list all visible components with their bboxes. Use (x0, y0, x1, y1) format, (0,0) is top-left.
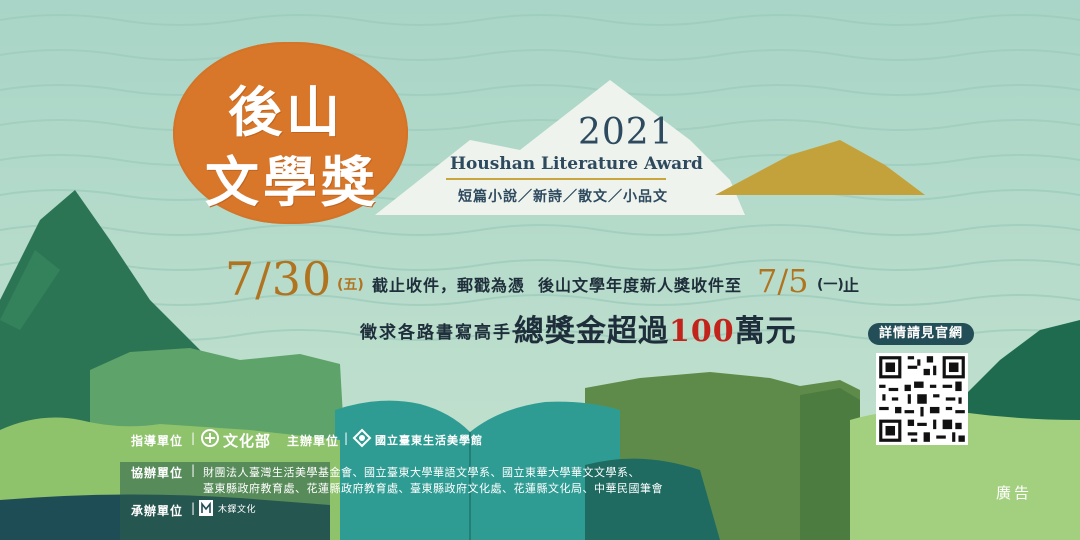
guide-separator: | (191, 431, 196, 445)
prize-unit: 萬元 (734, 314, 797, 349)
logo-badge (173, 42, 408, 224)
logo-title-line1: 後山 (228, 80, 344, 144)
advertisement-label: 廣告 (996, 484, 1033, 502)
executor-label: 承辦單位 (131, 504, 184, 518)
co-organizer-label: 協辦單位 (131, 466, 184, 480)
host-label: 主辦單位 (287, 434, 340, 448)
qr-code-icon (876, 353, 968, 445)
co-organizer-separator: | (191, 463, 196, 477)
deadline-text: 截止收件，郵戳為憑 (372, 276, 526, 295)
qr-code[interactable] (876, 353, 968, 445)
logo-title-line2: 文學獎 (205, 150, 379, 214)
executor-separator: | (191, 501, 196, 515)
guide-label: 指導單位 (131, 434, 184, 448)
newcomer-deadline-text: 後山文學年度新人獎收件至 (538, 276, 743, 295)
newcomer-deadline-weekday: (一) (817, 277, 844, 293)
ministry-culture-icon (200, 428, 220, 448)
deadline-weekday: (五) (337, 277, 364, 293)
co-organizer-line2: 臺東縣政府教育處、花蓮縣政府教育處、臺東縣政府文化處、花蓮縣文化局、中華民國筆會 (203, 482, 663, 495)
deadline-date: 7/30 (225, 252, 333, 306)
living-art-center-icon (352, 428, 372, 448)
guide-name: 文化部 (223, 432, 272, 450)
newcomer-deadline-end: 止 (843, 276, 860, 295)
prize-lead: 總獎金超過 (514, 314, 669, 349)
mudo-culture-logo-icon (198, 498, 214, 518)
qr-caption: 詳情請見官網 (868, 323, 974, 345)
co-organizer-line1: 財團法人臺灣生活美學基金會、國立臺東大學華語文學系、國立東華大學華文文學系、 (203, 466, 640, 479)
title-divider (446, 178, 666, 180)
award-genres: 短篇小說／新詩／散文／小品文 (458, 189, 668, 205)
award-year: 2021 (578, 112, 674, 153)
call-for-writers: 徵求各路書寫高手一 (360, 323, 531, 343)
prize-amount: 100 (669, 314, 735, 349)
award-name-en: Houshan Literature Award (450, 154, 703, 174)
newcomer-deadline-date: 7/5 (757, 262, 809, 300)
host-separator: | (344, 431, 349, 445)
executor-name: 木鐸文化 (218, 505, 257, 515)
host-name: 國立臺東生活美學館 (375, 434, 483, 447)
prize-statement: 總獎金超過100萬元 (514, 306, 797, 350)
